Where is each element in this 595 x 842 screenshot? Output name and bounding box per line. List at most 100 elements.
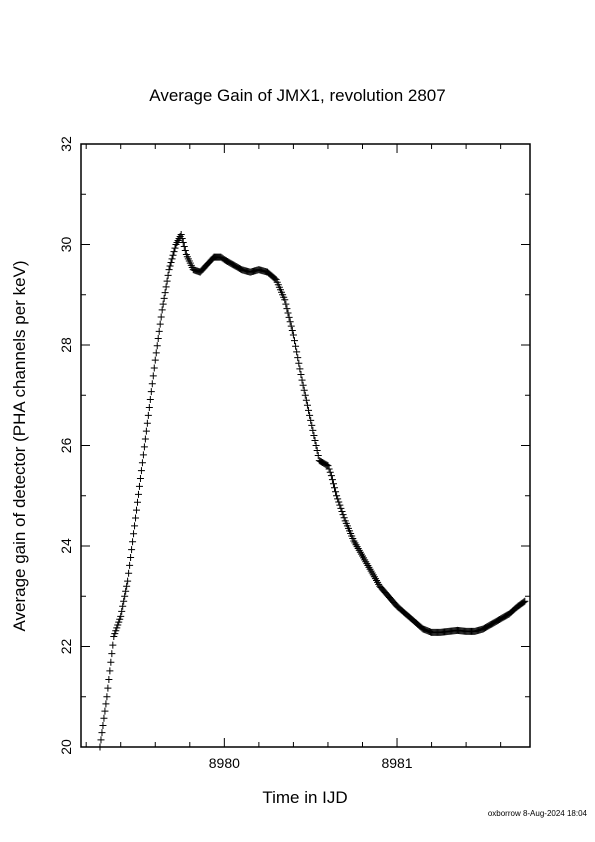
data-point bbox=[101, 707, 109, 715]
data-point bbox=[331, 484, 339, 492]
data-point bbox=[108, 650, 116, 658]
data-point bbox=[333, 492, 341, 500]
data-point bbox=[141, 435, 149, 443]
data-point bbox=[167, 258, 175, 266]
data-series bbox=[96, 230, 529, 751]
data-point bbox=[286, 318, 294, 326]
data-point bbox=[150, 364, 158, 372]
data-point bbox=[133, 506, 141, 514]
data-point bbox=[155, 327, 163, 335]
data-point bbox=[335, 498, 343, 506]
data-point bbox=[329, 480, 337, 488]
data-point bbox=[332, 488, 340, 496]
data-point bbox=[130, 530, 138, 538]
data-point bbox=[521, 597, 529, 605]
data-point bbox=[299, 381, 307, 389]
y-tick-label: 20 bbox=[58, 739, 74, 755]
data-point bbox=[104, 684, 112, 692]
data-point bbox=[120, 597, 128, 605]
data-point bbox=[181, 247, 189, 255]
data-point bbox=[109, 641, 117, 649]
data-point bbox=[282, 300, 290, 308]
data-point bbox=[99, 721, 107, 729]
data-point bbox=[145, 403, 153, 411]
x-axis-label: Time in IJD bbox=[262, 788, 348, 807]
data-point bbox=[121, 592, 129, 600]
data-point bbox=[288, 327, 296, 335]
data-point bbox=[313, 447, 321, 455]
data-point bbox=[118, 607, 126, 615]
data-point bbox=[179, 238, 187, 246]
data-point bbox=[178, 234, 186, 242]
data-point bbox=[151, 356, 159, 364]
axis-ticks bbox=[81, 143, 530, 748]
data-point bbox=[328, 476, 336, 484]
data-point bbox=[337, 504, 345, 512]
data-point bbox=[302, 396, 310, 404]
data-point bbox=[298, 376, 306, 384]
data-point bbox=[126, 561, 134, 569]
data-point bbox=[301, 391, 309, 399]
data-point bbox=[324, 462, 332, 470]
data-point bbox=[116, 615, 124, 623]
data-point bbox=[297, 371, 305, 379]
data-point bbox=[157, 313, 165, 321]
data-point bbox=[170, 248, 178, 256]
data-point bbox=[124, 577, 132, 585]
data-point bbox=[311, 436, 319, 444]
data-point bbox=[314, 452, 322, 460]
data-point bbox=[293, 348, 301, 356]
data-point bbox=[143, 419, 151, 427]
data-point bbox=[160, 294, 168, 302]
data-point bbox=[138, 459, 146, 467]
data-point bbox=[106, 667, 114, 675]
data-point bbox=[123, 582, 131, 590]
data-point bbox=[105, 676, 113, 684]
data-point bbox=[107, 658, 115, 666]
data-point bbox=[290, 337, 298, 345]
data-point bbox=[117, 612, 125, 620]
data-point bbox=[111, 630, 119, 638]
data-point bbox=[166, 262, 174, 270]
data-point bbox=[144, 411, 152, 419]
data-point bbox=[309, 426, 317, 434]
data-point bbox=[336, 501, 344, 509]
data-point bbox=[127, 553, 135, 561]
data-point bbox=[129, 538, 137, 546]
data-point bbox=[164, 271, 172, 279]
data-point bbox=[334, 495, 342, 503]
data-point bbox=[281, 296, 289, 304]
axis-tick-labels: 20 22 24 26 28 30 32 8980 8981 bbox=[58, 136, 413, 771]
data-point bbox=[113, 624, 121, 632]
data-point bbox=[284, 309, 292, 317]
plot-frame bbox=[80, 143, 531, 748]
data-point bbox=[165, 266, 173, 274]
data-point bbox=[310, 431, 318, 439]
data-point bbox=[287, 322, 295, 330]
data-point bbox=[142, 427, 150, 435]
data-point bbox=[303, 401, 311, 409]
data-point bbox=[146, 396, 154, 404]
y-tick-label: 30 bbox=[58, 237, 74, 253]
data-point bbox=[296, 365, 304, 373]
footer-stamp: oxborrow 8-Aug-2024 18:04 bbox=[487, 809, 587, 818]
data-point bbox=[135, 482, 143, 490]
data-point bbox=[338, 507, 346, 515]
data-point bbox=[161, 289, 169, 297]
data-point bbox=[102, 700, 110, 708]
y-tick-label: 22 bbox=[58, 639, 74, 655]
data-point bbox=[159, 300, 167, 308]
data-point bbox=[115, 618, 123, 626]
chart-title: Average Gain of JMX1, revolution 2807 bbox=[149, 86, 446, 105]
data-point bbox=[110, 632, 118, 640]
data-point bbox=[520, 598, 528, 606]
data-point bbox=[177, 230, 185, 238]
data-point bbox=[306, 411, 314, 419]
data-point bbox=[292, 342, 300, 350]
data-point bbox=[168, 255, 176, 263]
data-point bbox=[98, 729, 106, 737]
y-axis-label: Average gain of detector (PHA channels p… bbox=[10, 260, 29, 632]
data-point bbox=[308, 421, 316, 429]
data-point bbox=[137, 467, 145, 475]
